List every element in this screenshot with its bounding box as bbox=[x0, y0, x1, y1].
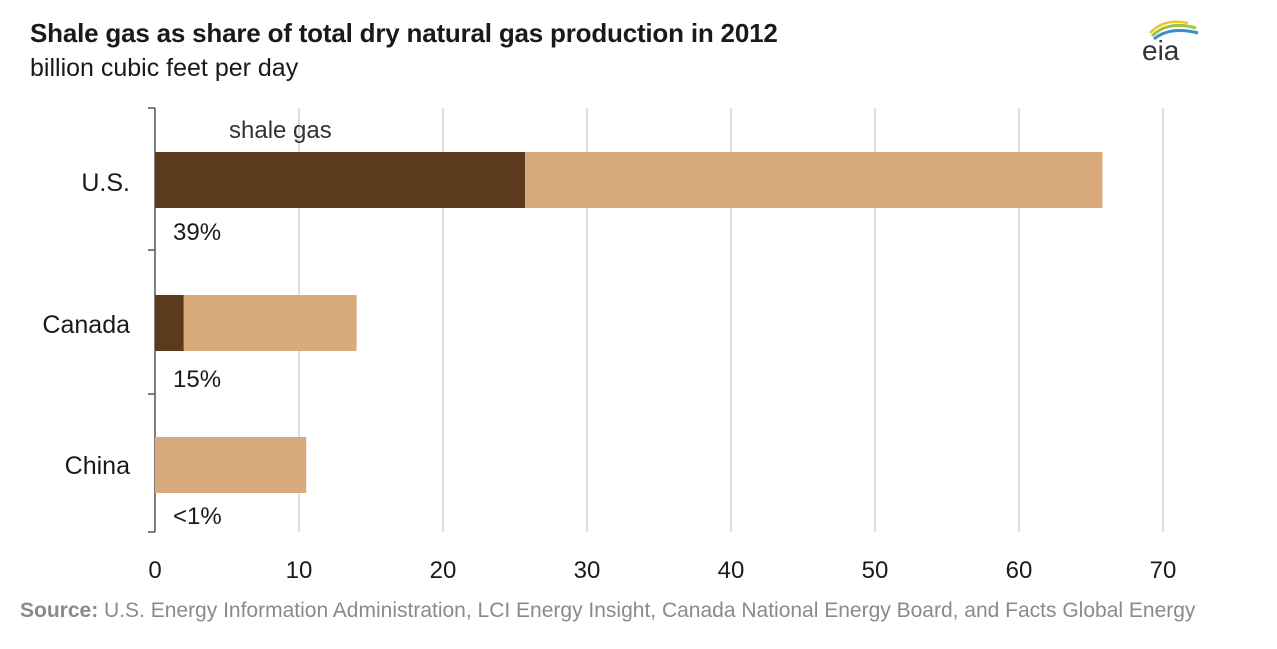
bar-shale-gas bbox=[155, 152, 526, 208]
bar-other-gas bbox=[183, 295, 357, 351]
logo-arc-blue bbox=[1153, 29, 1199, 41]
bar-other-gas bbox=[525, 152, 1103, 208]
x-tick-label: 70 bbox=[1150, 557, 1177, 584]
x-tick-label: 40 bbox=[718, 557, 745, 584]
share-label: 15% bbox=[173, 366, 221, 393]
category-label: U.S. bbox=[81, 169, 130, 197]
chart-subtitle: billion cubic feet per day bbox=[30, 54, 299, 82]
series-label: shale gas bbox=[229, 117, 332, 144]
chart-title: Shale gas as share of total dry natural … bbox=[30, 18, 778, 48]
x-tick-label: 10 bbox=[286, 557, 313, 584]
bar-chart: 0 10 20 30 40 50 60 70 shale gas U.S. 39% Canada 15%… bbox=[42, 107, 1177, 584]
bar-other-gas bbox=[155, 437, 307, 493]
category-label: China bbox=[65, 452, 130, 480]
logo-text: eia bbox=[1142, 35, 1180, 66]
source-label: Source: bbox=[20, 599, 99, 622]
share-label: 39% bbox=[173, 219, 221, 246]
x-tick-label: 50 bbox=[862, 557, 889, 584]
share-label: <1% bbox=[173, 503, 222, 530]
bar-shale-gas bbox=[155, 295, 184, 351]
eia-logo: eia bbox=[1142, 20, 1199, 66]
category-label: Canada bbox=[42, 311, 130, 339]
x-tick-label: 60 bbox=[1006, 557, 1033, 584]
logo-arc-green bbox=[1150, 23, 1197, 38]
x-tick-label: 30 bbox=[574, 557, 601, 584]
logo-arc-yellow bbox=[1149, 20, 1189, 34]
x-tick-label: 0 bbox=[148, 557, 161, 584]
source-text: U.S. Energy Information Administration, … bbox=[98, 599, 1196, 622]
x-tick-label: 20 bbox=[430, 557, 457, 584]
source-note: Source: U.S. Energy Information Administ… bbox=[20, 598, 1265, 624]
